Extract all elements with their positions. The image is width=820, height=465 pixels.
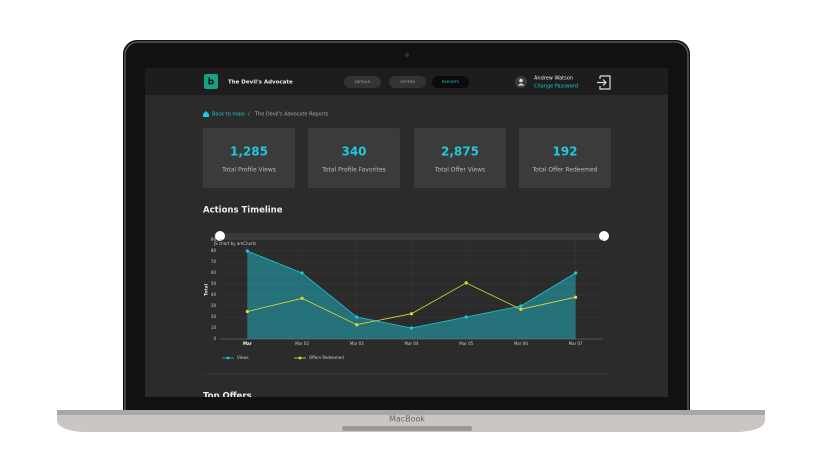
data-point: [409, 326, 414, 330]
data-point: [300, 271, 304, 275]
series-area: [247, 251, 576, 339]
y-tick-label: 60: [211, 270, 217, 275]
data-point: [300, 296, 304, 300]
chart-credit: JS chart by amCharts: [213, 241, 256, 246]
x-tick-label: Mar 06: [514, 341, 528, 346]
y-tick-label: 90: [211, 237, 217, 242]
x-tick-label: Mar 05: [459, 341, 473, 346]
data-point: [519, 307, 523, 311]
stat-card: [414, 128, 506, 188]
data-point: [464, 315, 468, 319]
section-title: Actions Timeline: [203, 206, 283, 216]
scrollbar-handle[interactable]: [215, 231, 225, 241]
breadcrumb-current: The Devil's Advocate Reports: [254, 112, 329, 118]
stat-label: Total Offer Views: [434, 167, 485, 174]
next-section-title: Top Offers: [203, 392, 252, 402]
y-tick-label: 70: [211, 259, 217, 264]
stat-card: [519, 128, 611, 188]
tab-label[interactable]: OFFERS: [400, 79, 415, 84]
stat-value: 340: [341, 145, 366, 159]
legend-label[interactable]: Offers Redeemed: [309, 355, 344, 360]
stat-value: 1,285: [230, 145, 268, 159]
logo-glyph: b: [208, 78, 215, 88]
tab[interactable]: [389, 76, 426, 88]
stat-label: Total Offer Redeemed: [532, 167, 598, 174]
data-point: [574, 271, 578, 275]
stat-value: 2,875: [441, 145, 479, 159]
x-tick-label: Mar: [243, 341, 252, 346]
stat-label: Total Profile Views: [221, 167, 276, 174]
legend-label[interactable]: Views: [237, 355, 249, 360]
data-point: [574, 295, 578, 299]
avatar-head: [519, 78, 523, 83]
camera: [405, 53, 409, 57]
data-point: [519, 304, 523, 308]
app-logo: [204, 74, 218, 89]
tab-label[interactable]: REPORTS: [442, 79, 460, 84]
data-point: [245, 309, 249, 314]
data-point: [355, 315, 359, 319]
avatar-body: [517, 83, 525, 86]
data-point: [409, 312, 414, 316]
legend-swatch-dot: [298, 356, 302, 360]
x-tick-label: Mar 02: [295, 341, 309, 346]
stat-card: [203, 128, 295, 188]
y-axis-label: Total: [204, 283, 210, 296]
screen: [145, 68, 668, 397]
stat-label: Total Profile Favorites: [321, 167, 386, 174]
logout-frame: [599, 75, 611, 90]
app-name: The Devil's Advocate: [228, 80, 293, 86]
tab[interactable]: [344, 76, 381, 88]
stat-value: 192: [552, 145, 577, 159]
x-tick-label: Mar 04: [405, 341, 419, 346]
tab-label[interactable]: DETAILS: [355, 79, 371, 84]
breadcrumb-back[interactable]: Back to main: [212, 112, 245, 118]
laptop-base: [57, 412, 765, 432]
logout-arrow: [597, 79, 607, 86]
x-tick-label: Mar 07: [569, 341, 583, 346]
base-edge: [57, 410, 765, 415]
change-password-link[interactable]: Change Password: [534, 84, 578, 90]
stat-card: [308, 128, 400, 188]
legend-swatch-dot: [226, 356, 230, 360]
y-tick-label: 30: [211, 303, 217, 308]
data-point: [245, 249, 249, 253]
x-tick-label: Mar 03: [350, 341, 364, 346]
chart-scrollbar[interactable]: [214, 233, 606, 240]
tab-active[interactable]: [432, 76, 469, 88]
data-point: [355, 323, 359, 327]
logout-icon[interactable]: [597, 75, 611, 90]
device-label: MacBook: [389, 415, 425, 424]
user-name: Andrew Watson: [534, 76, 573, 82]
chart: 0 10 20 30 40 50 60 70 80 90 Mar Mar 02 Mar 03 Mar 04…: [211, 237, 603, 360]
home-icon[interactable]: [203, 111, 209, 117]
y-tick-label: 0: [213, 336, 216, 341]
y-tick-label: 40: [211, 292, 217, 297]
y-tick-label: 10: [211, 325, 217, 330]
y-tick-label: 50: [211, 281, 217, 286]
y-tick-label: 20: [211, 314, 217, 319]
bezel-bottom: [145, 397, 668, 410]
scrollbar-handle[interactable]: [599, 231, 609, 241]
y-tick-label: 80: [211, 248, 217, 253]
base-notch: [342, 426, 472, 431]
data-point: [464, 281, 468, 285]
stat-cards: 1,285 Total Profile Views 340 Total Profile…: [203, 128, 611, 188]
breadcrumb-separator: /: [248, 112, 250, 118]
